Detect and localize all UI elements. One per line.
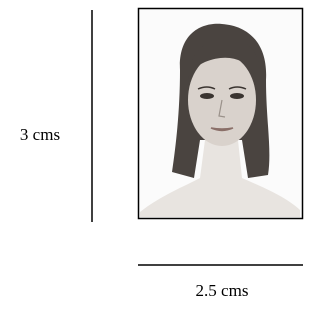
left-eye	[200, 93, 214, 99]
right-eye	[230, 93, 244, 99]
height-label: 3 cms	[20, 125, 60, 144]
dimension-diagram: 3 cms 2.5 cms	[0, 0, 315, 305]
photo	[139, 9, 303, 219]
page: 3 cms 2.5 cms (() => { const data = JSON…	[0, 0, 315, 305]
width-label: 2.5 cms	[196, 281, 249, 300]
